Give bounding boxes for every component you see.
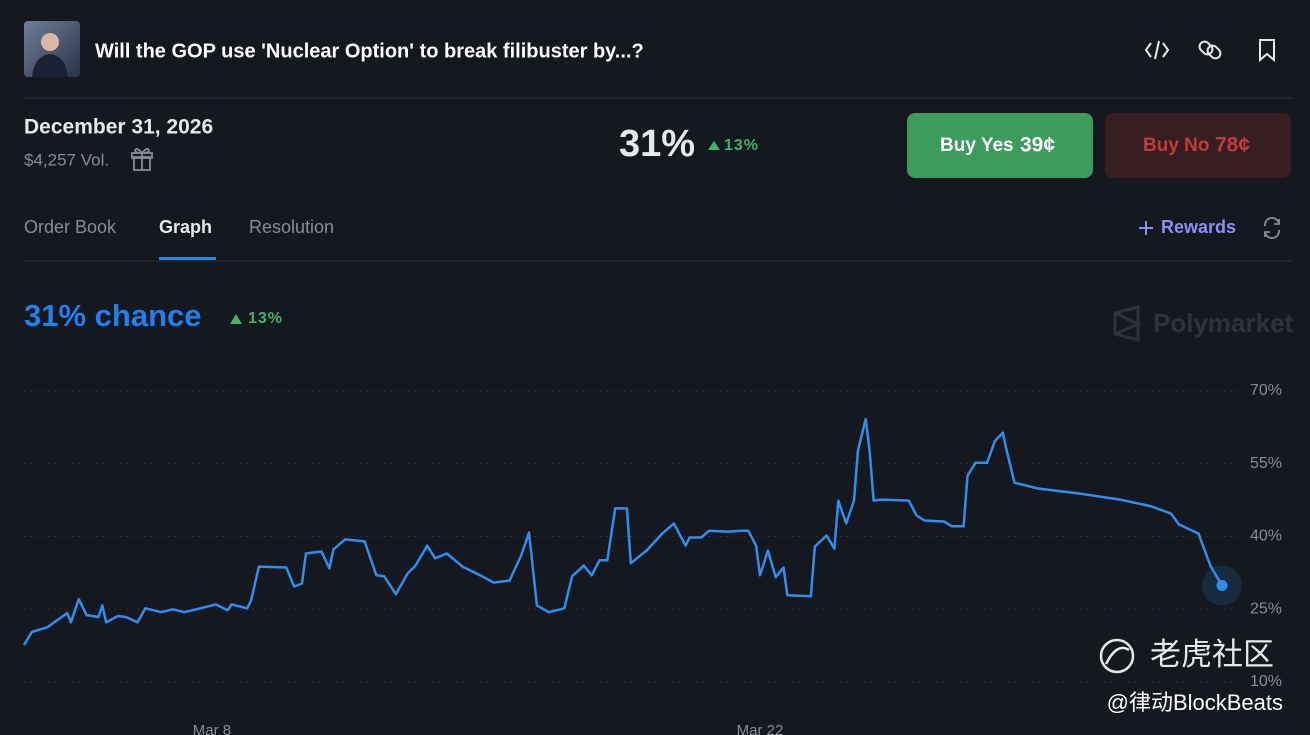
buy-no-price: 78¢ — [1215, 134, 1250, 157]
link-icon[interactable] — [1198, 40, 1223, 61]
price-line — [22, 417, 1224, 646]
watermark-logo — [1099, 638, 1135, 674]
y-tick-label: 25% — [1250, 600, 1282, 617]
buy-no-button[interactable]: Buy No 78¢ — [1105, 113, 1291, 178]
up-arrow — [708, 141, 720, 150]
brand-logo — [1113, 305, 1142, 342]
tab-underline — [159, 257, 216, 260]
refresh-icon[interactable] — [1264, 217, 1280, 239]
tab[interactable]: Resolution — [249, 217, 334, 237]
x-tick-label: Mar 22 — [737, 722, 784, 735]
bookmark-icon[interactable] — [1259, 39, 1275, 63]
y-tick-label: 10% — [1250, 673, 1282, 690]
volume: $4,257 Vol. — [24, 150, 109, 169]
tab-active[interactable]: Graph — [159, 217, 212, 237]
plus-icon — [1139, 221, 1153, 235]
buy-no-label: Buy No — [1143, 135, 1210, 156]
market-title: Will the GOP use 'Nuclear Option' to bre… — [95, 40, 644, 62]
buy-yes-price: 39¢ — [1020, 134, 1055, 157]
probability-change: 13% — [724, 137, 759, 154]
y-tick-label: 55% — [1250, 455, 1282, 472]
brand-watermark: Polymarket — [1153, 308, 1294, 338]
chart-change: 13% — [248, 310, 283, 327]
probability: 31% — [619, 123, 695, 165]
watermark: 老虎社区 — [1150, 637, 1274, 672]
buy-yes-label: Buy Yes — [940, 135, 1014, 156]
embed-icon[interactable] — [1144, 40, 1170, 60]
market-avatar — [24, 21, 80, 77]
x-tick-label: Mar 8 — [193, 722, 231, 735]
buy-yes-button[interactable]: Buy Yes 39¢ — [907, 113, 1093, 178]
y-tick-label: 40% — [1250, 528, 1282, 545]
plot: 10% 25% 40% 55% 70% Mar 8 Mar 22 — [22, 382, 1282, 735]
end-date: December 31, 2026 — [24, 116, 213, 139]
up-arrow — [230, 314, 242, 324]
chart-title: 31% chance — [24, 298, 202, 333]
end-point — [1216, 579, 1228, 591]
tab[interactable]: Order Book — [24, 217, 117, 237]
watermark: @律动BlockBeats — [1107, 690, 1283, 715]
y-tick-label: 70% — [1250, 382, 1282, 399]
rewards-link[interactable]: Rewards — [1161, 217, 1236, 237]
gift-icon[interactable] — [131, 148, 153, 171]
